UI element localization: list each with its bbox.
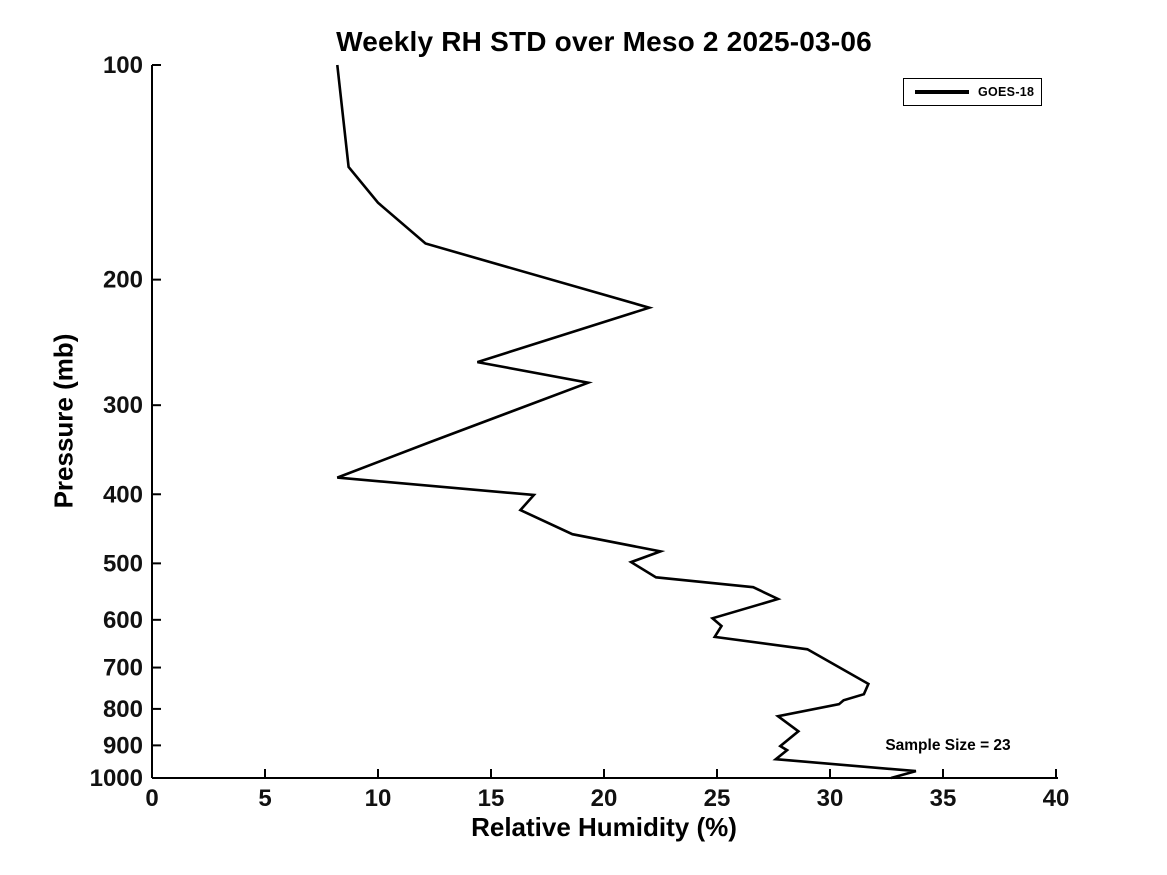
y-tick-label: 100 bbox=[103, 52, 143, 79]
x-tick-label: 35 bbox=[930, 785, 957, 812]
y-tick-label: 300 bbox=[103, 392, 143, 419]
y-tick-label: 400 bbox=[103, 481, 143, 508]
x-tick-label: 0 bbox=[145, 785, 158, 812]
x-tick-label: 40 bbox=[1043, 785, 1070, 812]
sample-size-annotation: Sample Size = 23 bbox=[885, 737, 1011, 754]
y-tick-label: 700 bbox=[103, 655, 143, 682]
y-tick-label: 200 bbox=[103, 267, 143, 294]
chart-title: Weekly RH STD over Meso 2 2025-03-06 bbox=[336, 26, 872, 57]
y-tick-label: 600 bbox=[103, 607, 143, 634]
y-tick-label: 1000 bbox=[90, 765, 143, 792]
series-line-goes-18 bbox=[336, 64, 917, 780]
y-tick-label: 900 bbox=[103, 732, 143, 759]
x-tick-label: 15 bbox=[478, 785, 505, 812]
y-tick-label: 800 bbox=[103, 696, 143, 723]
x-tick-label: 25 bbox=[704, 785, 731, 812]
legend-box: GOES-18 bbox=[903, 78, 1042, 106]
x-axis-label: Relative Humidity (%) bbox=[471, 812, 737, 842]
x-tick-label: 20 bbox=[591, 785, 618, 812]
x-tick-label: 30 bbox=[817, 785, 844, 812]
legend-series-label: GOES-18 bbox=[978, 85, 1035, 99]
y-axis-label: Pressure (mb) bbox=[48, 333, 79, 509]
y-tick-label: 500 bbox=[103, 550, 143, 577]
x-tick-label: 10 bbox=[365, 785, 392, 812]
x-tick-label: 5 bbox=[258, 785, 271, 812]
legend-line-swatch bbox=[915, 90, 969, 94]
